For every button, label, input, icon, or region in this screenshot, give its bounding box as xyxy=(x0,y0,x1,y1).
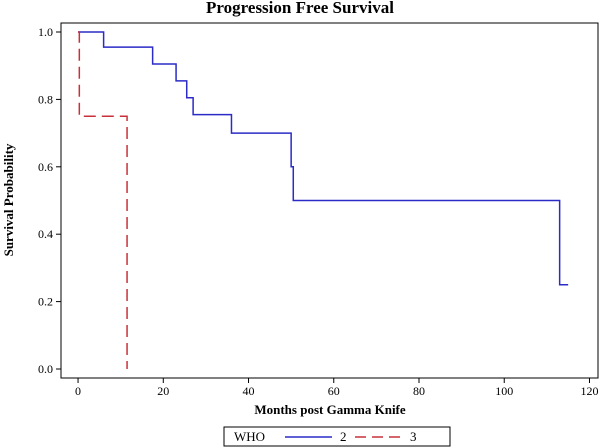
plot-frame xyxy=(60,22,599,379)
survival-curve-series-2 xyxy=(78,31,569,286)
x-axis-label: Months post Gamma Knife xyxy=(254,402,406,417)
x-tick-label: 40 xyxy=(243,384,255,398)
x-tick-label: 100 xyxy=(495,384,513,398)
chart-title: Progression Free Survival xyxy=(206,0,394,17)
y-tick-label: 0.2 xyxy=(38,295,53,309)
y-tick-label: 1.0 xyxy=(38,25,53,39)
x-tick-label: 20 xyxy=(157,384,169,398)
legend: WHO 2 3 xyxy=(223,426,451,447)
x-tick-label: 0 xyxy=(75,384,81,398)
x-tick-label: 120 xyxy=(580,384,598,398)
y-axis-label: Survival Probability xyxy=(1,143,16,256)
x-tick-label: 80 xyxy=(413,384,425,398)
legend-label-series-2: 2 xyxy=(340,429,347,444)
y-tick-label: 0.8 xyxy=(38,92,53,106)
legend-box xyxy=(223,426,451,447)
x-tick-label: 60 xyxy=(328,384,340,398)
survival-curve-series-3 xyxy=(78,31,128,369)
y-tick-label: 0.6 xyxy=(38,160,53,174)
legend-title: WHO xyxy=(234,429,265,444)
y-tick-label: 0.0 xyxy=(38,362,53,376)
y-tick-label: 0.4 xyxy=(38,227,53,241)
legend-label-series-3: 3 xyxy=(410,429,417,444)
